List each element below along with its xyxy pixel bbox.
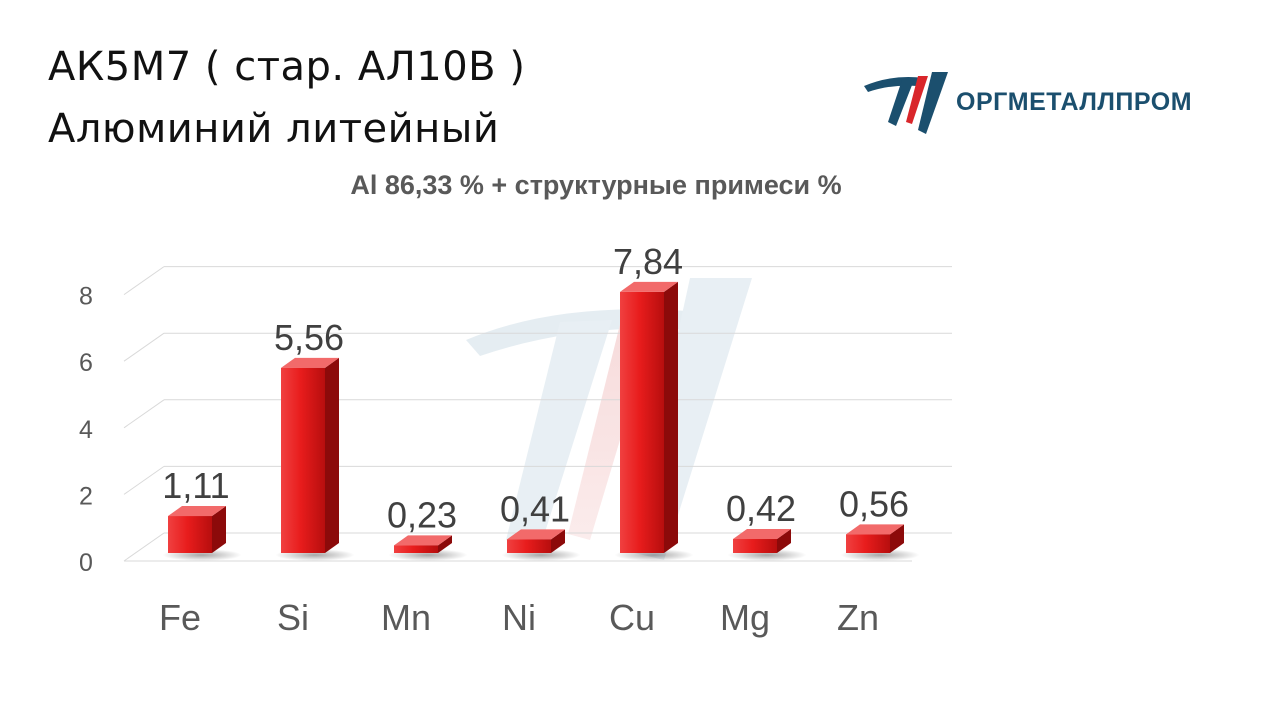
chart-title: Al 86,33 % + структурные примеси % [350, 170, 842, 200]
y-tick-label: 6 [79, 349, 93, 377]
page-title: АК5М7 ( стар. АЛ10В ) Алюминий литейный [48, 36, 525, 160]
x-tick-label: Cu [609, 597, 655, 638]
bar-side [212, 506, 226, 553]
bar-top [281, 357, 339, 368]
gridline-side [123, 399, 165, 429]
logo-text: ОРГМЕТАЛЛПРОМ [956, 88, 1193, 116]
bar [281, 367, 325, 553]
bar [846, 534, 890, 553]
bar [733, 539, 777, 553]
bar-top [620, 281, 678, 292]
bar-Cu: 7,84 [613, 241, 694, 561]
x-tick-label: Mg [720, 597, 770, 638]
title-line-2: Алюминий литейный [48, 106, 500, 152]
bar [507, 539, 551, 553]
gridline-side [123, 465, 165, 495]
bar-side [664, 281, 678, 553]
bars: 1,11 5,56 0,23 0,41 7,84 0,42 0,56 [162, 241, 920, 561]
x-tick-label: Mn [381, 597, 431, 638]
bar-Mg: 0,42 [726, 488, 807, 561]
x-axis-labels: Fe Si Mn Ni Cu Mg Zn [159, 597, 879, 638]
data-label: 1,11 [162, 465, 229, 506]
y-tick-label: 4 [79, 416, 93, 444]
bar-top [507, 529, 565, 540]
bar-top [394, 535, 452, 546]
bar-side [890, 524, 904, 553]
data-label: 0,23 [387, 494, 457, 535]
bar-Si: 5,56 [274, 317, 355, 561]
bar-side [325, 357, 339, 553]
gridline-side [123, 266, 165, 296]
x-tick-label: Si [277, 597, 309, 638]
bar [168, 516, 212, 553]
company-logo: ОРГМЕТАЛЛПРОМ [862, 64, 1222, 144]
bar-side [777, 529, 791, 553]
y-axis-ticks: 0 2 4 6 8 [79, 283, 93, 577]
logo-emblem-icon [864, 72, 948, 134]
gridline-side [123, 532, 165, 562]
bar-side [438, 535, 452, 553]
x-tick-label: Ni [502, 597, 536, 638]
x-tick-label: Zn [837, 597, 879, 638]
bar-top [733, 529, 791, 540]
bar-side [551, 529, 565, 553]
title-line-1: АК5М7 ( стар. АЛ10В ) [48, 44, 526, 90]
bar-Ni: 0,41 [500, 488, 581, 561]
bar-top [846, 524, 904, 535]
data-label: 0,56 [839, 483, 909, 524]
y-tick-label: 2 [79, 482, 93, 510]
bar [620, 291, 664, 553]
y-tick-label: 8 [79, 283, 93, 311]
data-label: 7,84 [613, 241, 683, 282]
data-label: 0,42 [726, 488, 796, 529]
bar-Mn: 0,23 [387, 494, 468, 561]
data-label: 0,41 [500, 488, 570, 529]
bar-Fe: 1,11 [162, 465, 242, 561]
bar-Zn: 0,56 [839, 483, 920, 561]
bar-top [168, 506, 226, 517]
bar [394, 545, 438, 553]
data-label: 5,56 [274, 317, 344, 358]
x-tick-label: Fe [159, 597, 201, 638]
y-tick-label: 0 [79, 549, 93, 577]
gridline-side [123, 332, 165, 362]
